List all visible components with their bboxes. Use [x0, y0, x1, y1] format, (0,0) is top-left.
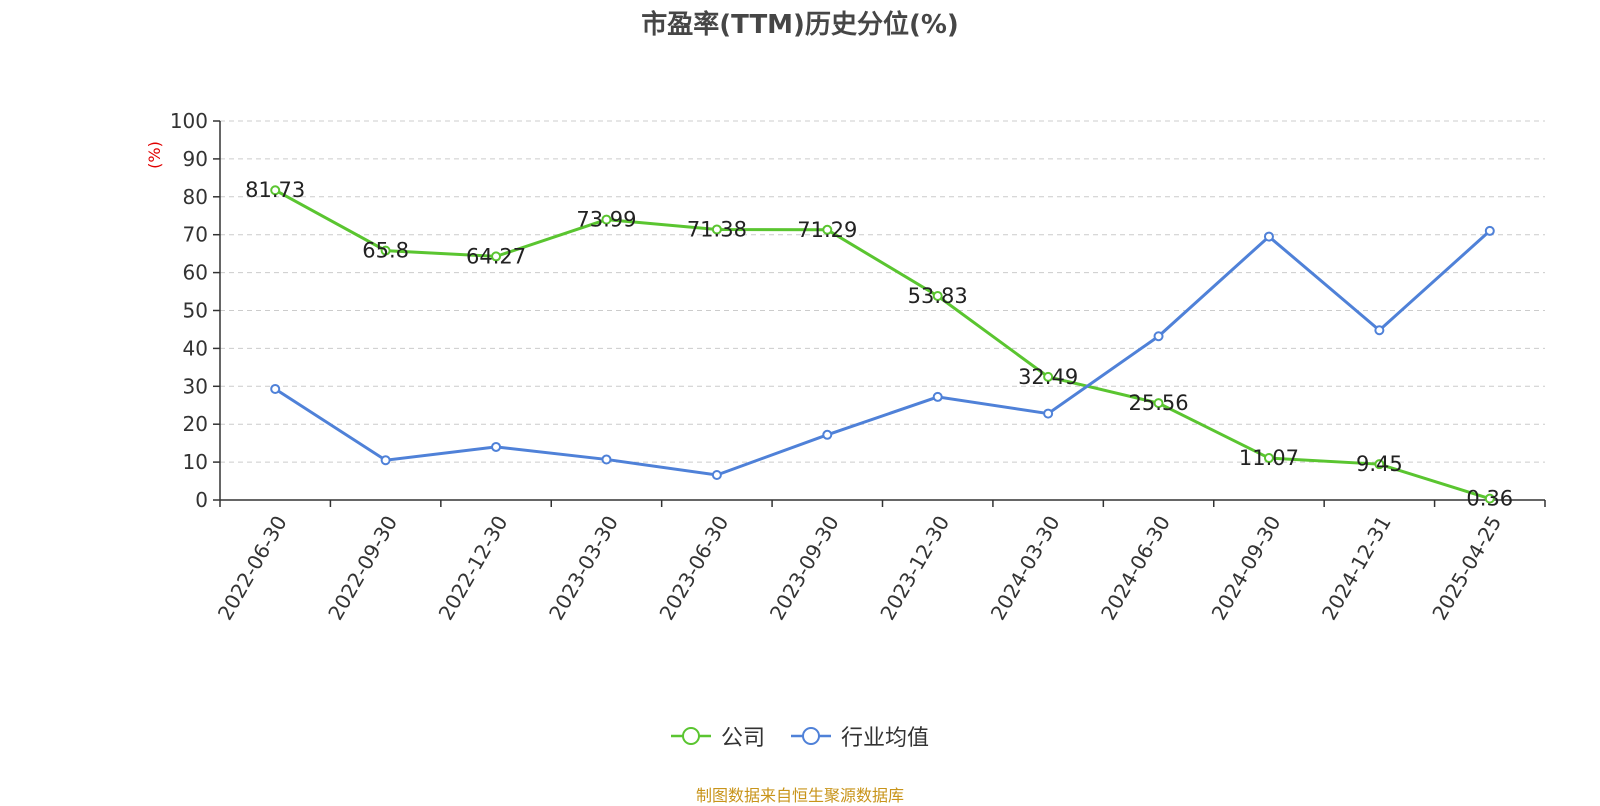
data-label: 64.27: [466, 244, 526, 268]
legend-label: 行业均值: [841, 726, 930, 751]
x-tick-label: 2022-12-30: [434, 511, 513, 624]
data-point[interactable]: [1263, 231, 1274, 242]
data-point[interactable]: [1153, 331, 1164, 342]
data-label: 9.45: [1356, 452, 1403, 476]
legend-label: 公司: [720, 726, 765, 751]
x-tick-label: 2023-09-30: [765, 512, 844, 625]
data-label: 25.56: [1128, 391, 1188, 415]
data-label: 32.49: [1018, 365, 1078, 389]
data-point[interactable]: [822, 429, 833, 440]
data-point[interactable]: [1374, 325, 1385, 336]
data-point[interactable]: [270, 185, 281, 196]
legend-swatch: [791, 727, 831, 745]
data-point[interactable]: [932, 391, 943, 402]
x-tick-label: 2024-06-30: [1096, 512, 1175, 625]
x-tick-label: 2025-04-25: [1427, 512, 1506, 625]
data-label: 11.07: [1239, 446, 1299, 470]
series-line-0: [274, 188, 1491, 501]
y-tick-label: 0: [195, 488, 208, 512]
x-tick-label: 2024-12-31: [1317, 512, 1396, 625]
y-tick-label: 60: [183, 261, 208, 285]
y-tick-label: 90: [183, 147, 208, 171]
x-tick-label: 2022-09-30: [323, 512, 402, 625]
data-label: 71.38: [687, 217, 747, 241]
data-point[interactable]: [1153, 398, 1164, 409]
y-tick-label: 50: [183, 299, 208, 323]
data-label: 71.29: [797, 218, 857, 242]
data-point[interactable]: [491, 441, 502, 452]
y-axis-label: (%): [145, 141, 164, 169]
data-point[interactable]: [380, 455, 391, 466]
y-tick-label: 30: [183, 374, 208, 398]
x-tick-label: 2023-06-30: [654, 512, 733, 625]
chart-title: 市盈率(TTM)历史分位(%): [641, 10, 959, 40]
x-tick-label: 2023-12-30: [875, 511, 954, 624]
axes: 0 10 20 30 40 50 60 70 80 90 100 2022-06-30 2022-09-…: [170, 109, 1546, 625]
y-tick-label: 20: [183, 412, 208, 436]
legend-item-0[interactable]: 公司: [670, 720, 765, 752]
data-point[interactable]: [1484, 225, 1495, 236]
x-tick-label: 2022-06-30: [213, 512, 292, 625]
data-point[interactable]: [601, 214, 612, 225]
data-point[interactable]: [932, 290, 943, 301]
data-label: 81.73: [245, 178, 305, 202]
series-line-1: [274, 229, 1491, 477]
data-label: 73.99: [576, 208, 636, 232]
data-label: 65.8: [362, 239, 409, 263]
x-tick-label: 2024-03-30: [986, 512, 1065, 625]
legend-item-1[interactable]: 行业均值: [791, 720, 929, 752]
data-label: 53.83: [908, 284, 968, 308]
legend-swatch: [670, 727, 711, 745]
series-lines: [270, 185, 1495, 504]
x-tick-label: 2024-09-30: [1207, 512, 1286, 625]
source-note: 制图数据来自恒生聚源数据库: [695, 786, 904, 805]
y-tick-label: 100: [170, 109, 208, 133]
data-point[interactable]: [1484, 493, 1495, 504]
data-labels: 81.73 65.8 64.27 73.99 71.38 71.29 53.83 32.49 2…: [245, 178, 1513, 510]
data-point[interactable]: [270, 383, 281, 394]
data-point[interactable]: [711, 469, 722, 480]
data-point[interactable]: [380, 245, 391, 256]
data-point[interactable]: [711, 224, 722, 235]
x-tick-label: 2023-03-30: [544, 512, 623, 625]
y-tick-label: 80: [183, 185, 208, 209]
data-label: 0.36: [1466, 487, 1513, 511]
legend: 公司 行业均值: [0, 720, 1600, 752]
data-point[interactable]: [1043, 371, 1054, 382]
data-point[interactable]: [822, 224, 833, 235]
y-tick-label: 10: [183, 450, 208, 474]
data-point[interactable]: [1263, 453, 1274, 464]
y-tick-label: 70: [183, 223, 208, 247]
grid-lines: [220, 120, 1545, 463]
data-point[interactable]: [601, 454, 612, 465]
data-point[interactable]: [1043, 408, 1054, 419]
y-tick-label: 40: [183, 336, 208, 360]
data-point[interactable]: [1374, 459, 1385, 470]
data-point[interactable]: [491, 251, 502, 262]
